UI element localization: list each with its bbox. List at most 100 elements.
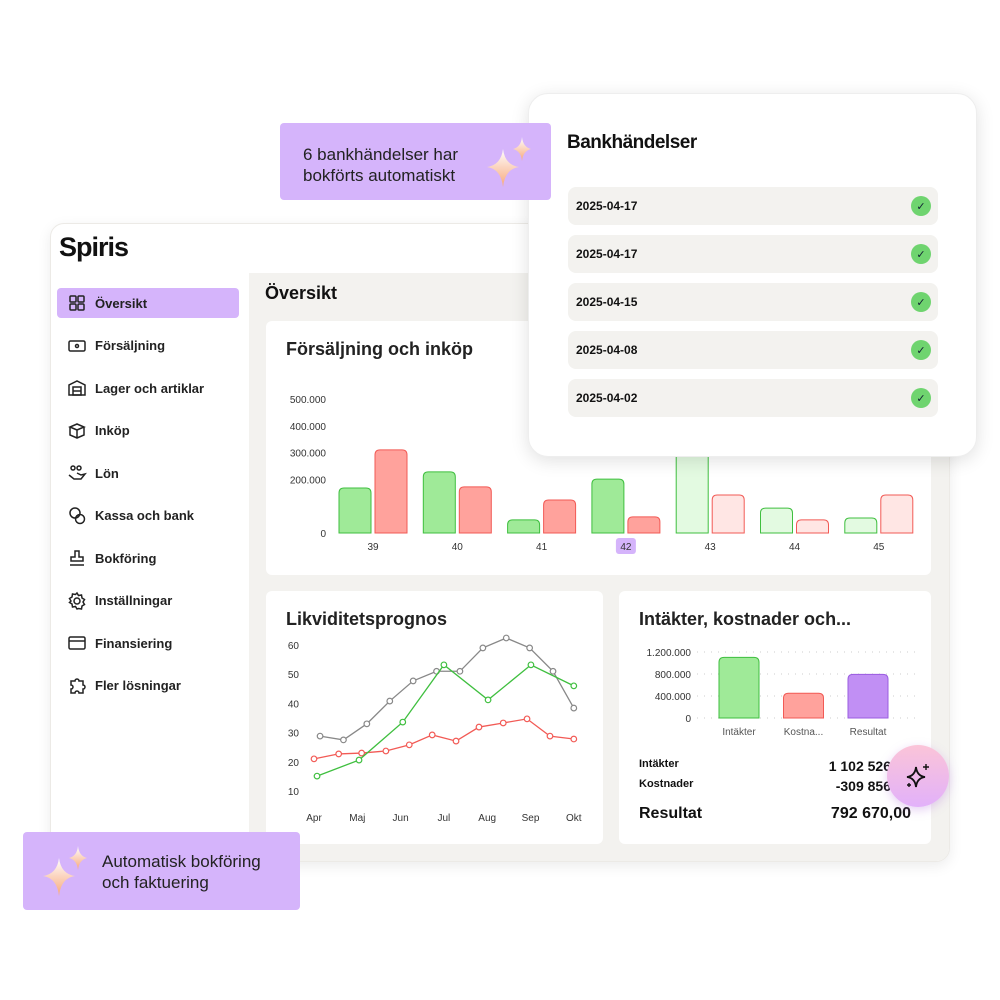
point-gray <box>570 704 578 712</box>
income-costs-card: Intäkter, kostnader och... 0 400.000 800.0… <box>619 591 931 844</box>
bank-event-date: 2025-04-17 <box>576 247 638 261</box>
banknote-icon <box>68 339 86 352</box>
logo: Spiris <box>59 232 129 262</box>
x-tick-label: Okt <box>566 813 582 824</box>
x-tick-label: Apr <box>306 813 322 824</box>
callout-line: 6 bankhändelser har <box>303 145 459 164</box>
sidebar-item-översikt[interactable]: Översikt <box>57 288 239 318</box>
y-tick-label: 500.000 <box>290 395 327 406</box>
y-tick-label: 800.000 <box>655 670 692 681</box>
bar-red <box>711 494 745 534</box>
highlight-badge <box>615 538 636 554</box>
x-tick-label: Jun <box>393 813 409 824</box>
point-gray <box>316 732 324 740</box>
point-red <box>452 737 460 745</box>
bar-green <box>338 487 372 534</box>
summary-value: 1 102 526 <box>828 758 891 774</box>
check-icon: ✓ <box>911 388 931 408</box>
y-tick-label: 0 <box>685 714 691 725</box>
bank-event-row[interactable]: 2025-04-02 ✓ <box>568 379 938 417</box>
bank-event-date: 2025-04-15 <box>576 295 638 309</box>
bank-event-row[interactable]: 2025-04-15 ✓ <box>568 283 938 321</box>
sidebar-item-kassa-och-bank[interactable]: Kassa och bank <box>57 501 239 531</box>
bar-green <box>760 507 793 534</box>
summary-row-costs: Kostnader -309 856 <box>639 778 891 794</box>
liquidity-chart: 10 20 30 40 50 60 Apr Maj Jun Jul Aug Sep Okt <box>288 634 582 824</box>
y-tick-label: 1.200.000 <box>647 648 692 659</box>
point-red <box>546 732 554 740</box>
check-icon: ✓ <box>911 292 931 312</box>
sidebar-item-bokföring[interactable]: Bokföring <box>57 543 239 573</box>
sidebar-item-inköp[interactable]: Inköp <box>57 416 239 446</box>
bar-red <box>796 519 829 534</box>
sidebar-item-label: Inköp <box>95 423 130 438</box>
sidebar-item-inställningar[interactable]: Inställningar <box>57 586 239 616</box>
bank-panel-title: Bankhändelser <box>567 132 697 153</box>
income-costs-chart: 0 400.000 800.000 1.200.000 Intäkter Kostna..… <box>647 648 915 738</box>
box-icon <box>68 422 86 439</box>
point-gray <box>549 667 557 675</box>
point-red <box>475 723 483 731</box>
point-gray <box>386 697 394 705</box>
bar-purple <box>847 673 889 719</box>
y-tick-label: 400.000 <box>655 692 692 703</box>
sidebar-item-label: Bokföring <box>95 550 157 566</box>
x-tick-label: Sep <box>522 813 540 824</box>
bank-event-row[interactable]: 2025-04-17 ✓ <box>568 235 938 273</box>
bank-event-row[interactable]: 2025-04-17 ✓ <box>568 187 938 225</box>
bar-red <box>374 449 408 534</box>
gear-icon <box>68 591 86 610</box>
stamp-icon <box>70 550 84 566</box>
ai-assistant-button[interactable] <box>887 745 949 807</box>
sidebar: Översikt Försäljning Lager och artiklar Ink… <box>57 288 239 713</box>
page-title: Översikt <box>265 283 338 303</box>
sidebar-item-lager-och-artiklar[interactable]: Lager och artiklar <box>57 373 239 403</box>
point-red <box>428 731 436 739</box>
bar-red <box>783 692 824 719</box>
line-green <box>316 663 575 777</box>
sidebar-item-label: Kassa och bank <box>95 508 194 523</box>
x-tick-label: 45 <box>873 542 885 553</box>
point-gray <box>526 644 534 652</box>
bank-event-date: 2025-04-17 <box>576 199 638 213</box>
puzzle-icon <box>70 677 86 694</box>
bank-event-date: 2025-04-08 <box>576 343 638 357</box>
sidebar-item-finansiering[interactable]: Finansiering <box>57 628 239 658</box>
summary-total-label: Resultat <box>639 805 703 822</box>
summary-total-value: 792 670,00 <box>830 805 911 822</box>
summary-label: Kostnader <box>639 778 694 790</box>
sidebar-item-label: Översikt <box>95 295 148 311</box>
card-title: Försäljning och inköp <box>286 339 474 359</box>
sparkle-icon <box>487 137 531 187</box>
hand-people-icon <box>68 465 87 480</box>
bar-red <box>458 486 492 534</box>
grid-icon <box>69 295 85 311</box>
sidebar-item-label: Finansiering <box>95 635 173 651</box>
bar-green <box>591 478 625 534</box>
point-red <box>335 750 343 758</box>
sidebar-item-fler-lösningar[interactable]: Fler lösningar <box>57 671 239 701</box>
bar-green <box>718 656 760 719</box>
sidebar-item-lön[interactable]: Lön <box>57 458 239 488</box>
x-tick-label: 42 <box>620 542 632 553</box>
sidebar-item-försäljning[interactable]: Försäljning <box>57 331 239 361</box>
sparkle-icon <box>906 764 929 788</box>
x-tick-label: 39 <box>367 542 379 553</box>
bank-event-row[interactable]: 2025-04-08 ✓ <box>568 331 938 369</box>
point-red <box>570 735 578 743</box>
point-green <box>313 772 321 780</box>
callout-line: Automatisk bokföring <box>102 852 261 871</box>
sidebar-item-label: Lön <box>95 465 119 481</box>
point-gray <box>479 644 487 652</box>
sidebar-item-label: Lager och artiklar <box>95 380 205 396</box>
point-green <box>570 682 578 690</box>
x-tick-label: 40 <box>452 542 464 553</box>
check-icon: ✓ <box>911 196 931 216</box>
y-tick-label: 10 <box>288 787 300 798</box>
bank-events-panel: Bankhändelser 2025-04-17 ✓ 2025-04-17 ✓ 2025… <box>528 93 977 457</box>
card-title: Likviditetsprognos <box>286 609 448 629</box>
automation-callout: Automatisk bokföring och faktuering <box>23 832 300 910</box>
sparkle-icon <box>43 846 87 896</box>
card-title: Intäkter, kostnader och... <box>639 609 852 629</box>
warehouse-icon <box>68 380 86 396</box>
